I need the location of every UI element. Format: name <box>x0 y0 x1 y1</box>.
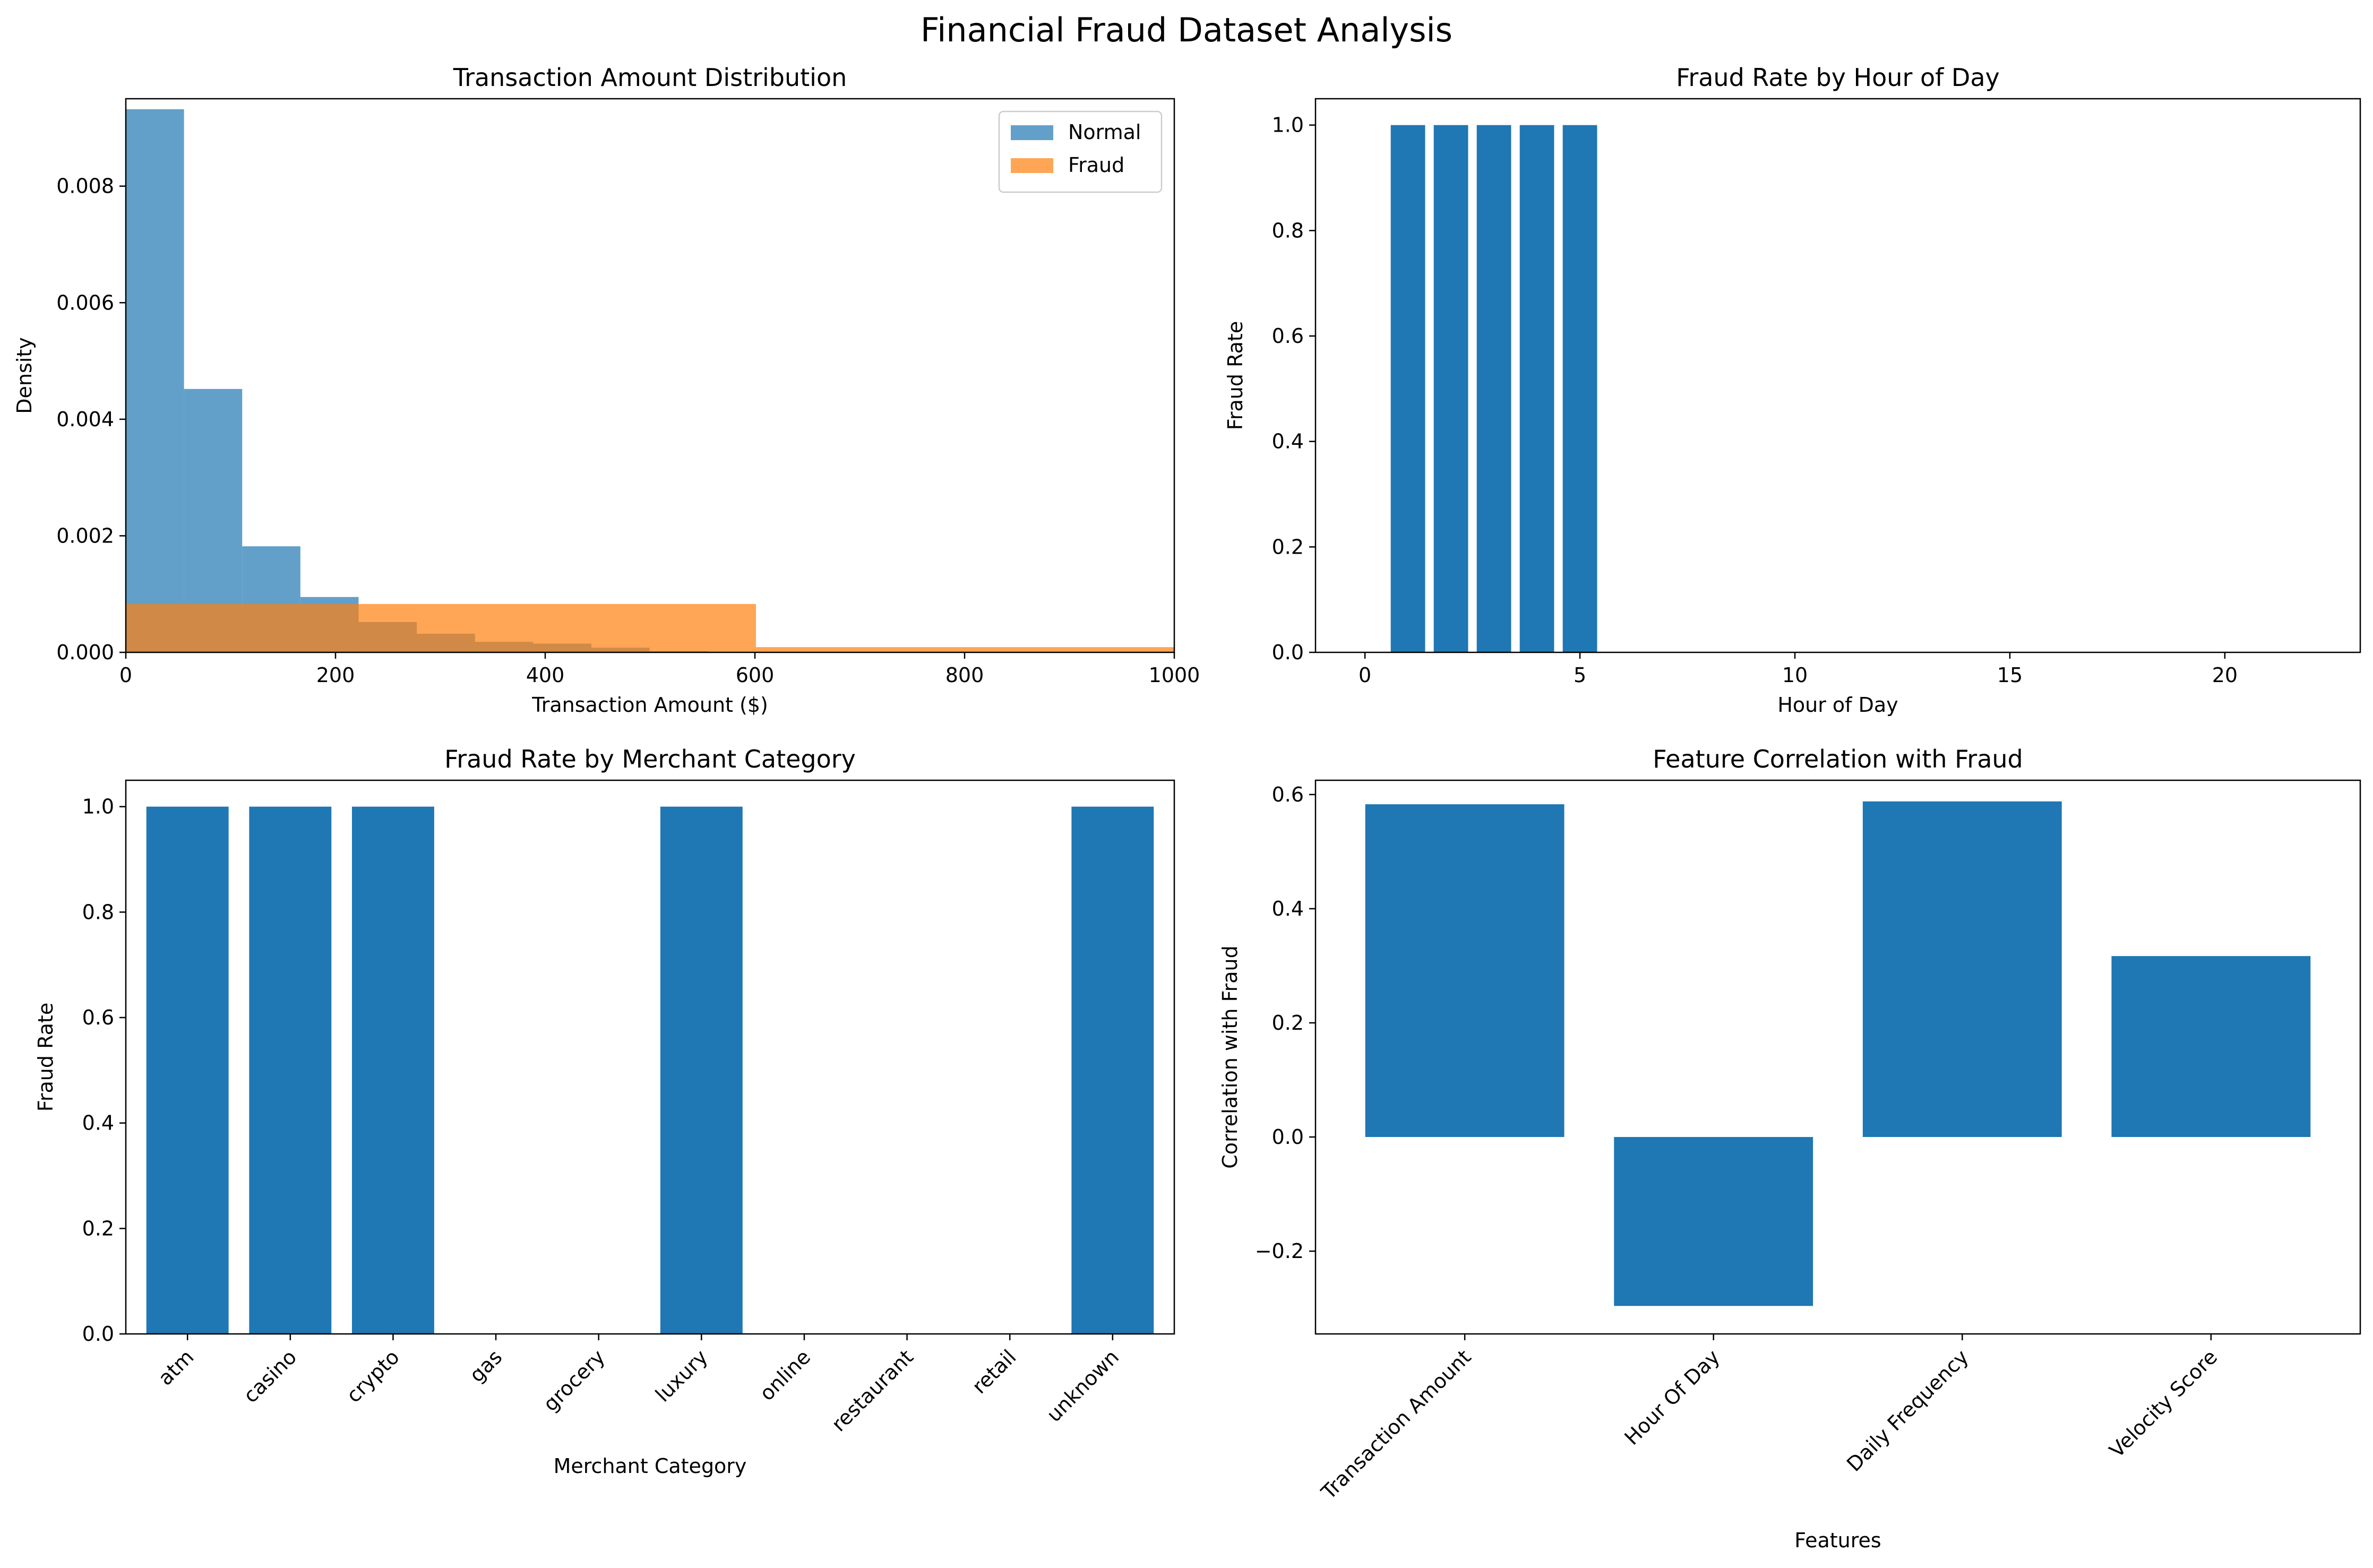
bar-hour-4 <box>1519 125 1554 652</box>
bar-velocity-score <box>2111 956 2311 1138</box>
y-tick-label: 0.4 <box>1272 897 1304 920</box>
y-axis-label: Fraud Rate <box>1224 321 1247 430</box>
x-tick-label: 5 <box>1574 664 1586 687</box>
y-tick-label: 1.0 <box>82 795 114 819</box>
histogram-bar-normal <box>126 109 184 653</box>
legend-swatch-normal <box>1011 125 1053 140</box>
bar-hour-3 <box>1476 125 1511 652</box>
y-tick-label: −0.2 <box>1255 1239 1304 1263</box>
y-tick-label: 1.0 <box>1272 114 1304 137</box>
x-tick-label: 10 <box>1782 664 1808 687</box>
axes-frame <box>1314 779 2361 1335</box>
chart-title: Fraud Rate by Merchant Category <box>444 745 856 773</box>
y-tick-label: 0.8 <box>82 900 114 924</box>
y-tick-label: 0.4 <box>82 1112 114 1135</box>
legend-swatch-fraud <box>1011 158 1053 173</box>
chart-title: Feature Correlation with Fraud <box>1653 745 2023 773</box>
y-tick-label: 0.6 <box>82 1006 114 1029</box>
y-tick-label: 0.0 <box>1272 1125 1304 1149</box>
chart-title: Fraud Rate by Hour of Day <box>1676 63 2000 92</box>
bar-hour-of-day <box>1614 1137 1813 1306</box>
x-tick-label: 1000 <box>1149 664 1200 687</box>
y-tick-label: 0.0 <box>1272 641 1304 664</box>
bar-casino <box>249 806 332 1334</box>
y-axis-label: Density <box>13 337 36 413</box>
bar-unknown <box>1071 806 1154 1334</box>
y-tick-label: 0.000 <box>56 641 114 664</box>
histogram-bar-fraud <box>755 647 1174 652</box>
axes-frame <box>125 779 1175 1335</box>
figure-title: Financial Fraud Dataset Analysis <box>921 11 1452 49</box>
x-axis-label: Transaction Amount ($) <box>531 693 768 717</box>
y-tick-label: 0.6 <box>1272 324 1304 348</box>
bar-atm <box>146 806 229 1334</box>
x-tick-label: 600 <box>736 664 775 687</box>
x-tick-label: 15 <box>1997 664 2023 687</box>
x-tick-label: 0 <box>1359 664 1371 687</box>
bar-hour-1 <box>1390 125 1425 652</box>
y-axis-label: Fraud Rate <box>34 1003 57 1112</box>
subplot-amount-distribution: Transaction Amount Distribution 0 200 400 60… <box>13 63 1200 717</box>
bar-transaction-amount <box>1365 804 1564 1138</box>
bar-hour-5 <box>1562 125 1597 652</box>
y-tick-label: 0.0 <box>82 1322 114 1346</box>
y-tick-label: 0.008 <box>56 175 114 198</box>
bar-luxury <box>660 806 743 1334</box>
x-tick-label: 0 <box>119 664 132 687</box>
axes-frame <box>125 98 1175 653</box>
x-tick-label: 200 <box>316 664 355 687</box>
legend-label-fraud: Fraud <box>1068 153 1124 177</box>
histogram-bar-fraud <box>126 604 756 652</box>
y-tick-label: 0.8 <box>1272 219 1304 242</box>
y-tick-label: 0.006 <box>56 291 114 314</box>
x-axis-label: Hour of Day <box>1777 693 1898 717</box>
y-tick-label: 0.2 <box>1272 1011 1304 1035</box>
x-tick-label: 20 <box>2212 664 2238 687</box>
legend-label-normal: Normal <box>1068 120 1141 144</box>
chart-title: Transaction Amount Distribution <box>453 63 847 92</box>
x-tick-label: 400 <box>526 664 565 687</box>
y-axis-label: Correlation with Fraud <box>1218 945 1242 1169</box>
bar-crypto <box>351 806 434 1334</box>
y-tick-label: 0.6 <box>1272 783 1304 806</box>
y-tick-label: 0.004 <box>56 408 114 431</box>
y-tick-label: 0.2 <box>1272 535 1304 558</box>
bar-hour-2 <box>1433 125 1468 652</box>
subplot-fraud-rate-by-hour: Fraud Rate by Hour of Day 0 5 10 15 20 Hour of… <box>1224 63 2361 717</box>
legend: Normal Fraud <box>998 110 1163 193</box>
y-tick-label: 0.4 <box>1272 430 1304 453</box>
x-axis-label: Merchant Category <box>554 1454 747 1478</box>
x-axis-label: Features <box>1794 1529 1881 1552</box>
y-tick-label: 0.2 <box>82 1217 114 1240</box>
axes-frame <box>1314 98 2361 653</box>
y-tick-label: 0.002 <box>56 524 114 547</box>
x-tick-label: 800 <box>945 664 984 687</box>
bar-daily-frequency <box>1862 801 2062 1138</box>
